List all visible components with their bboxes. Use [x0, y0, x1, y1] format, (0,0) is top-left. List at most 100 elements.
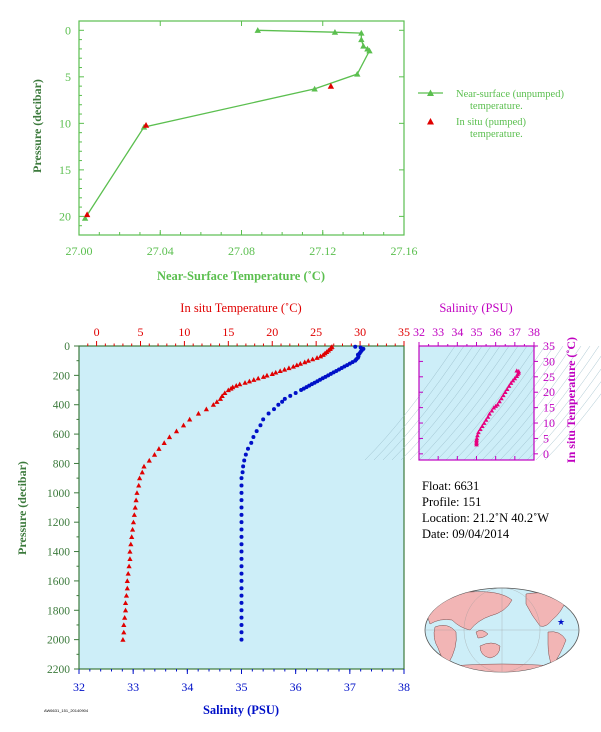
- ts-density-contour: [391, 345, 483, 461]
- ts-point: [476, 429, 481, 435]
- temperature-tick-label: 20: [266, 325, 278, 339]
- ts-point: [483, 417, 489, 422]
- near-surface-point: [366, 47, 373, 54]
- salinity-point: [239, 571, 244, 576]
- ts-density-contour: [418, 345, 510, 461]
- ts-density-contour: [472, 345, 564, 461]
- temperature-tick-label: 5: [137, 325, 143, 339]
- salinity-point: [254, 429, 259, 434]
- near-surface-x-tick-label: 27.12: [309, 244, 336, 258]
- legend-in-situ-marker: [427, 118, 434, 125]
- near-surface-plot-frame: [78, 20, 405, 236]
- pressure-tick-label: 1000: [47, 488, 70, 500]
- salinity-point: [239, 556, 244, 561]
- temperature-point: [180, 422, 187, 428]
- temperature-axis-ticks: 0 5 10 15 20 25 30 35: [87, 325, 410, 346]
- ts-point: [475, 433, 480, 438]
- ts-density-contour: [382, 345, 474, 461]
- temperature-tick-label: 25: [310, 325, 322, 339]
- ts-density-contour: [400, 345, 492, 461]
- temperature-point: [217, 396, 224, 401]
- ts-density-contour: [427, 345, 519, 461]
- ts-temperature-tick-label: 5: [543, 431, 549, 445]
- salinity-point: [239, 520, 244, 525]
- temperature-point: [297, 361, 303, 366]
- temperature-point: [225, 387, 231, 393]
- near-surface-y-tick-label: 0: [65, 23, 71, 37]
- ts-temperature-tick-label: 15: [543, 401, 555, 415]
- map-graticule: [425, 587, 579, 673]
- temperature-point: [124, 585, 130, 591]
- near-surface-y-label: Pressure (decibar): [30, 79, 44, 173]
- temperature-point: [123, 592, 130, 598]
- footer-code: AW6631_151_20140904: [44, 708, 89, 713]
- salinity-point: [241, 464, 246, 469]
- near-surface-point: [81, 215, 89, 221]
- temperature-point: [210, 402, 216, 407]
- ts-temperature-tick-label: 25: [543, 370, 555, 384]
- temperature-tick-label: 0: [94, 325, 100, 339]
- near-surface-y-tick-label: 15: [59, 163, 71, 177]
- salinity-point: [239, 593, 244, 598]
- salinity-point: [288, 393, 293, 398]
- temperature-point: [195, 410, 202, 416]
- ts-point: [508, 380, 514, 385]
- ts-point: [489, 408, 495, 413]
- ts-salinity-tick-label: 37: [509, 325, 521, 339]
- temperature-point: [126, 563, 132, 569]
- temperature-point: [166, 434, 173, 440]
- temperature-point: [120, 637, 126, 642]
- ts-density-contour: [517, 355, 601, 461]
- temperature-point: [320, 352, 326, 357]
- near-surface-series: [81, 27, 373, 221]
- profile-date: Date: 09/04/2014: [422, 527, 510, 541]
- temperature-point: [187, 416, 193, 422]
- salinity-point: [353, 344, 358, 349]
- salinity-point: [246, 446, 250, 451]
- near-surface-point: [254, 27, 261, 33]
- temperature-point: [125, 570, 131, 576]
- temperature-tick-label: 35: [398, 325, 410, 339]
- temperature-point: [122, 607, 129, 613]
- salinity-tick-label: 37: [344, 680, 356, 694]
- salinity-profile: [239, 344, 366, 642]
- salinity-tick-label: 34: [181, 680, 193, 694]
- temperature-point: [122, 615, 128, 620]
- temperature-point: [132, 504, 138, 510]
- temperature-point: [286, 365, 292, 371]
- temperature-axis-label: In situ Temperature (˚C): [180, 301, 301, 315]
- temperature-point: [310, 356, 316, 362]
- salinity-point: [239, 483, 244, 488]
- temperature-point: [222, 390, 228, 396]
- temperature-point: [281, 366, 288, 372]
- temperature-point: [219, 393, 225, 398]
- temperature-point: [129, 534, 135, 539]
- temperature-point: [260, 374, 267, 379]
- ts-point: [514, 368, 520, 373]
- ts-x-label: Salinity (PSU): [439, 301, 512, 315]
- temperature-point: [314, 355, 320, 360]
- float-info: Float: 6631 Profile: 151 Location: 21.2˚…: [422, 478, 549, 542]
- float-number: Float: 6631: [422, 479, 480, 493]
- ts-density-contours: [364, 345, 601, 461]
- salinity-point: [239, 564, 244, 569]
- temperature-point: [269, 371, 275, 376]
- temperature-point: [214, 399, 220, 404]
- in-situ-point: [142, 122, 150, 128]
- legend-near-surface-marker: [427, 89, 434, 96]
- near-surface-legend: Near-surface (unpumped) temperature. In …: [418, 89, 564, 140]
- temperature-point: [127, 548, 133, 554]
- temperature-point: [203, 406, 209, 412]
- ts-density-contour: [373, 345, 465, 461]
- salinity-point: [239, 549, 244, 554]
- ts-point: [479, 423, 485, 428]
- temperature-point: [124, 578, 130, 583]
- salinity-point: [242, 458, 247, 463]
- salinity-point: [276, 402, 281, 407]
- temperature-point: [251, 377, 257, 382]
- ts-point: [485, 414, 491, 419]
- ts-salinity-tick-label: 38: [528, 325, 540, 339]
- temperature-point: [237, 381, 243, 387]
- temperature-point: [233, 383, 239, 388]
- ts-density-contour: [544, 393, 601, 461]
